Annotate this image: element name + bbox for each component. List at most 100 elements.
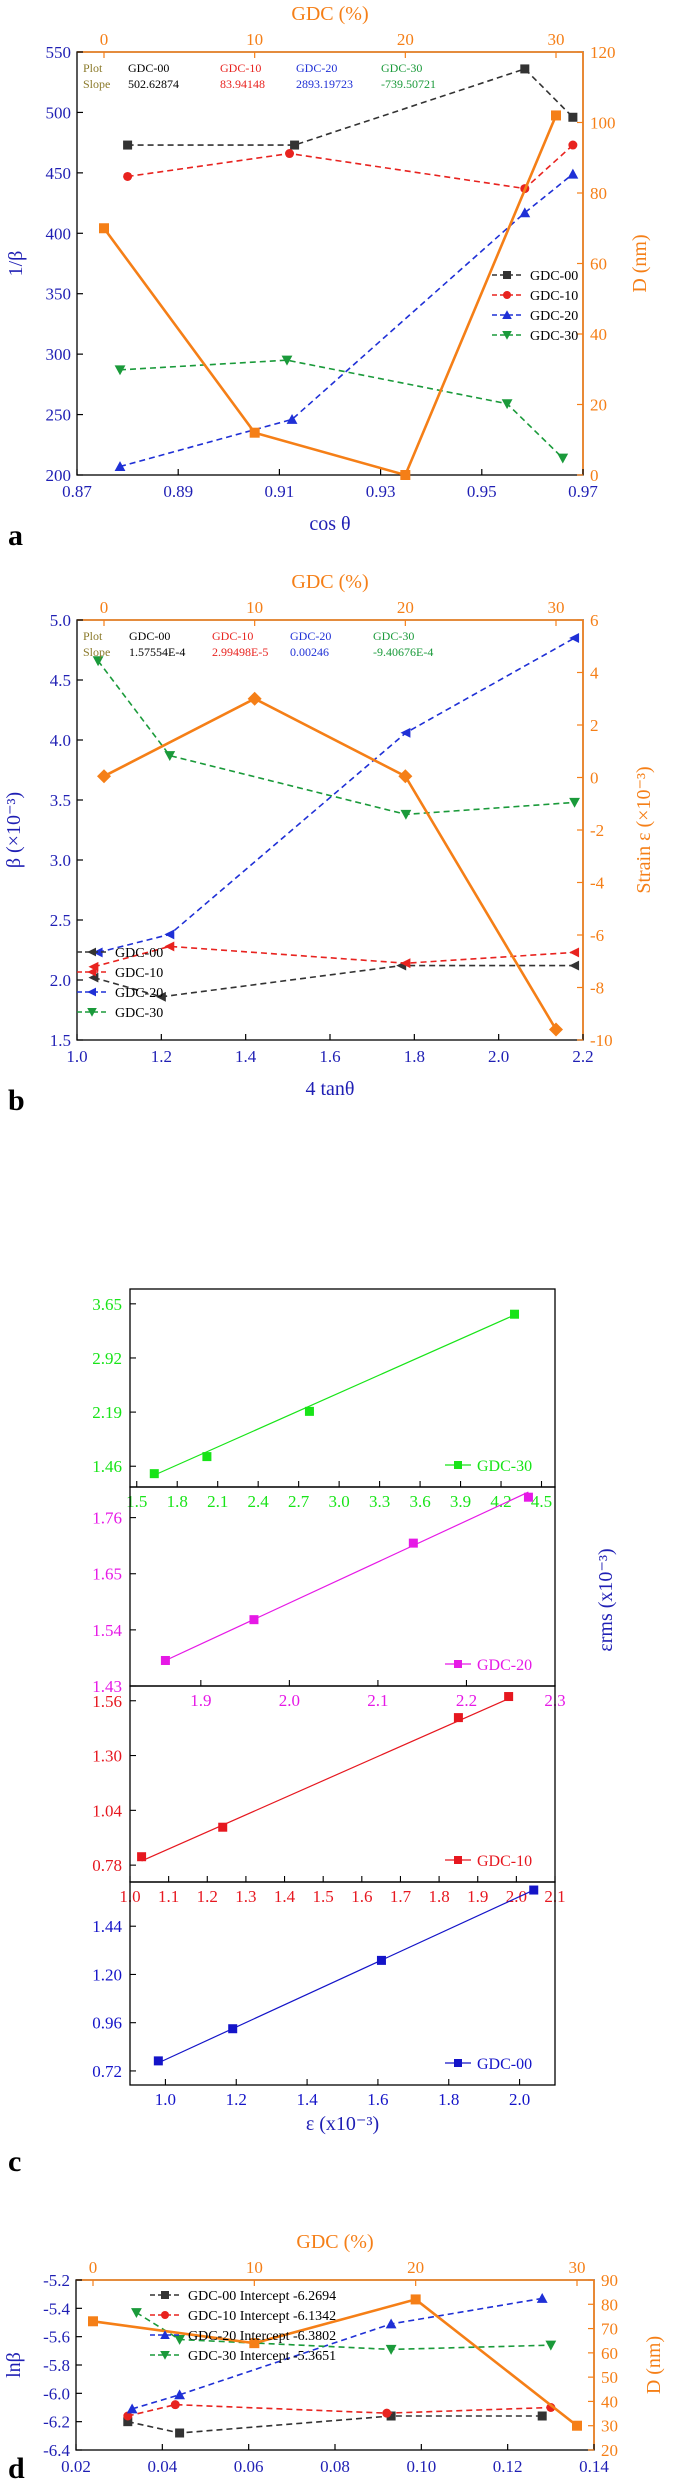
y-tick-label: 500 bbox=[46, 103, 72, 122]
x-tick-label: 2.2 bbox=[572, 1047, 593, 1066]
data-point bbox=[408, 1538, 418, 1548]
x-tick-label: 1.0 bbox=[155, 2090, 176, 2109]
fit-table-header: GDC-20 bbox=[296, 61, 337, 75]
fit-table-row-label: Plot bbox=[83, 61, 103, 75]
x-tick-label: 1.8 bbox=[438, 2090, 459, 2109]
y-tick-label: 1.54 bbox=[92, 1621, 122, 1640]
data-point bbox=[400, 958, 411, 969]
legend-label: GDC-30 Intercept -5.3651 bbox=[188, 2349, 336, 2364]
data-point bbox=[123, 2417, 133, 2427]
fit-line bbox=[154, 1314, 515, 1476]
x-axis-label: 4 tanθ bbox=[305, 1078, 354, 1100]
data-point bbox=[545, 2340, 557, 2351]
panel-label: b bbox=[8, 1084, 25, 1117]
x-tick-label: 2.1 bbox=[207, 1492, 228, 1511]
data-point bbox=[123, 171, 133, 181]
y2-tick-label: -6 bbox=[590, 926, 604, 945]
data-point bbox=[569, 633, 580, 643]
legend-marker bbox=[454, 1461, 462, 1469]
y-tick-label: 1.04 bbox=[92, 1801, 122, 1820]
legend-label: GDC-10 bbox=[115, 966, 163, 981]
x-tick-label: 1.8 bbox=[428, 1887, 449, 1906]
y-tick-label: 1.5 bbox=[50, 1031, 71, 1050]
data-point bbox=[164, 941, 175, 952]
series-line-1 bbox=[127, 2403, 551, 2417]
x-tick-label: 0.12 bbox=[493, 2457, 523, 2476]
y-tick-label: 2.5 bbox=[50, 911, 71, 930]
legend-marker bbox=[502, 331, 512, 340]
y-tick-label: -6.4 bbox=[43, 2441, 70, 2460]
y-tick-label: 0.78 bbox=[92, 1856, 122, 1875]
x-tick-label: 1.4 bbox=[274, 1887, 296, 1906]
x2-tick-label: 10 bbox=[246, 2258, 263, 2277]
legend-label: GDC-30 bbox=[477, 1458, 532, 1475]
y-tick-label: 300 bbox=[46, 345, 72, 364]
series-line-2 bbox=[97, 637, 575, 954]
x-tick-label: 1.6 bbox=[351, 1887, 372, 1906]
subplot-gdc-10: 0.781.041.301.561.0 1.1 1.2 1.3 1.4 1.5 1.6 1.7… bbox=[92, 1685, 566, 1906]
data-point bbox=[153, 2056, 163, 2066]
x-tick-label: 1.5 bbox=[313, 1887, 334, 1906]
x-tick-label: 0.10 bbox=[406, 2457, 436, 2476]
x-tick-label: 0.93 bbox=[366, 482, 396, 501]
y-tick-label: 1.76 bbox=[92, 1509, 122, 1528]
y2-axis-label: D (nm) bbox=[643, 2336, 665, 2394]
x-tick-label: 1.6 bbox=[319, 1047, 340, 1066]
data-point bbox=[536, 2293, 548, 2303]
x-tick-label: 2.2 bbox=[456, 1691, 477, 1710]
legend-marker bbox=[454, 1660, 462, 1668]
y-tick-label: 2.19 bbox=[92, 1403, 122, 1422]
y2-tick-label: -8 bbox=[590, 979, 604, 998]
x-tick-label: 1.2 bbox=[151, 1047, 172, 1066]
data-point bbox=[510, 1309, 520, 1319]
fit-table-row-label: Slope bbox=[83, 77, 110, 91]
legend-label: GDC-10 bbox=[530, 289, 578, 304]
x-axis-label: cos θ bbox=[309, 513, 350, 535]
data-point bbox=[175, 2428, 185, 2438]
data-point bbox=[569, 947, 580, 958]
x-tick-label: 1.9 bbox=[190, 1691, 211, 1710]
legend-marker bbox=[87, 947, 96, 957]
x2-tick-label: 30 bbox=[548, 598, 565, 617]
data-point bbox=[501, 399, 513, 410]
subplot-gdc-00: 0.72 0.96 1.20 1.44 1.0 1.2 1.4 1.6 1.8 2.0 GDC-00 bbox=[92, 1881, 556, 2109]
data-point bbox=[523, 1492, 533, 1502]
legend-marker bbox=[160, 2351, 170, 2360]
legend-label: GDC-30 bbox=[530, 329, 578, 344]
fit-table-value: 2.99498E-5 bbox=[212, 645, 268, 659]
y-tick-label: -5.2 bbox=[43, 2271, 70, 2290]
data-point bbox=[114, 461, 126, 472]
y2-tick-label: 60 bbox=[590, 255, 607, 274]
y-tick-label: 2.0 bbox=[50, 971, 71, 990]
secondary-data-point bbox=[398, 769, 413, 784]
y-tick-label: 1.46 bbox=[92, 1457, 122, 1476]
y2-tick-label: 30 bbox=[601, 2417, 618, 2436]
y2-tick-label: 4 bbox=[590, 664, 599, 683]
x-tick-label: 3.9 bbox=[450, 1492, 471, 1511]
y2-tick-label: 0 bbox=[590, 466, 599, 485]
y2-tick-label: 50 bbox=[601, 2368, 618, 2387]
secondary-data-point bbox=[99, 223, 109, 234]
data-point bbox=[519, 207, 531, 218]
x-tick-label: 2.0 bbox=[488, 1047, 509, 1066]
x-tick-label: 1.0 bbox=[66, 1047, 87, 1066]
secondary-data-point bbox=[88, 2316, 98, 2327]
data-point bbox=[529, 1885, 539, 1895]
legend-label: GDC-20 bbox=[477, 1657, 532, 1674]
x-tick-label: 1.2 bbox=[197, 1887, 218, 1906]
x-tick-label: 1.4 bbox=[296, 2090, 318, 2109]
legend-marker bbox=[503, 291, 511, 299]
series-line-2 bbox=[131, 2297, 543, 2410]
legend-marker bbox=[87, 967, 96, 977]
secondary-data-point bbox=[400, 470, 411, 480]
y-tick-label: -5.6 bbox=[43, 2328, 70, 2347]
data-point bbox=[400, 809, 412, 820]
legend-marker bbox=[502, 310, 512, 319]
data-point bbox=[126, 2403, 138, 2414]
series-line-3 bbox=[97, 660, 575, 816]
fit-table-value: 2893.19723 bbox=[296, 77, 353, 91]
fit-table-value: -9.40676E-4 bbox=[373, 645, 433, 659]
x-tick-label: 1.8 bbox=[167, 1492, 188, 1511]
x-tick-label: 0.87 bbox=[62, 482, 92, 501]
